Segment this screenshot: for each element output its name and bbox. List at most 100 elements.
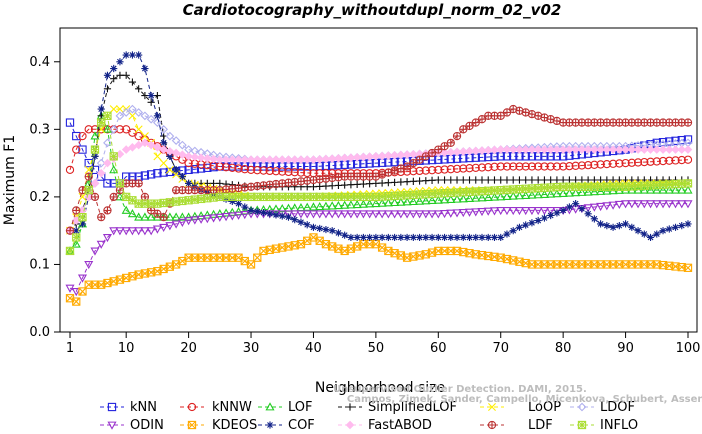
series-point [664, 200, 674, 209]
series-point [396, 197, 406, 206]
series-point [296, 210, 306, 219]
series-point [246, 155, 256, 165]
series-point [165, 131, 175, 141]
series-point [135, 51, 143, 59]
series-point [502, 206, 512, 216]
series-point [184, 152, 193, 161]
series-point [347, 233, 355, 242]
series-point [528, 176, 536, 184]
series-point [127, 209, 137, 218]
series-point [459, 176, 467, 184]
series-point [103, 111, 112, 120]
series-point [446, 147, 456, 157]
legend-marker [487, 420, 497, 430]
y-tick-label: 0.1 [29, 257, 50, 272]
series-point [484, 163, 493, 172]
series-point [365, 210, 375, 219]
series-point [522, 176, 530, 184]
series-point [84, 165, 93, 174]
series-point [302, 202, 312, 211]
series-point [202, 215, 212, 224]
series-point [596, 145, 605, 154]
series-point [434, 165, 443, 175]
legend-item-inflo: INFLO [570, 418, 638, 433]
series-point [241, 203, 249, 211]
series-point [65, 284, 75, 293]
series-point [90, 131, 100, 140]
series-point [72, 233, 81, 242]
series-point [341, 231, 349, 239]
series-point [521, 108, 530, 117]
series-point [683, 179, 693, 188]
series-point [246, 165, 256, 175]
series-point [497, 233, 505, 242]
legend-item-lof: LOF [258, 400, 313, 415]
series-point [415, 155, 424, 164]
series-point [464, 193, 475, 203]
series-point [334, 229, 343, 237]
series-point [221, 155, 231, 165]
series-point [196, 153, 206, 163]
series-point [677, 135, 686, 145]
series-point [334, 181, 343, 190]
series-point [440, 195, 450, 204]
series-point [477, 163, 487, 172]
series-point [397, 178, 405, 186]
series-point [196, 215, 206, 224]
series-point [209, 154, 218, 164]
legend-marker [265, 402, 275, 411]
series-point [447, 176, 455, 184]
series-point [159, 145, 168, 154]
legend-marker [345, 420, 355, 430]
series-point [621, 176, 630, 184]
series-point [534, 216, 542, 225]
series-point [653, 230, 661, 238]
legend-item-ldf: LDF [480, 418, 553, 433]
series-point [483, 192, 493, 201]
series-point [216, 179, 224, 187]
series-point [153, 199, 162, 208]
series-point [552, 189, 562, 198]
x-tick-label: 100 [676, 341, 701, 356]
series-point [90, 192, 100, 202]
series-point [608, 145, 618, 154]
series-point [253, 207, 261, 216]
series-point [347, 181, 355, 189]
series-point [677, 185, 687, 194]
series-point [427, 195, 437, 205]
series-lof [65, 111, 693, 255]
series-point [309, 183, 318, 191]
series-point [440, 233, 449, 242]
series-point [159, 159, 168, 168]
series-point [391, 178, 399, 186]
series-point [65, 246, 75, 256]
series-point [508, 145, 518, 154]
series-point [621, 200, 631, 209]
series-point [602, 145, 612, 154]
series-point [165, 198, 175, 207]
series-point [509, 227, 517, 235]
series-point [683, 200, 693, 209]
series-point [202, 210, 212, 219]
series-point [664, 185, 674, 194]
series-point [334, 154, 343, 163]
series-point [670, 185, 681, 194]
series-point [371, 198, 381, 208]
series-point [577, 161, 587, 170]
series-point [78, 131, 87, 141]
series-point [315, 210, 325, 219]
series-point [278, 167, 287, 176]
series-point [484, 176, 492, 184]
legend-label: LDF [528, 418, 553, 433]
series-point [390, 197, 400, 207]
legend-item-cof: COF [258, 418, 315, 433]
series-point [583, 160, 593, 170]
plot-area [65, 51, 693, 306]
series-point [178, 150, 187, 159]
series-point [96, 240, 106, 249]
series-point [221, 208, 231, 217]
series-point [484, 233, 492, 242]
series-point [465, 176, 474, 184]
series-point [514, 206, 524, 216]
series-point [446, 165, 455, 174]
